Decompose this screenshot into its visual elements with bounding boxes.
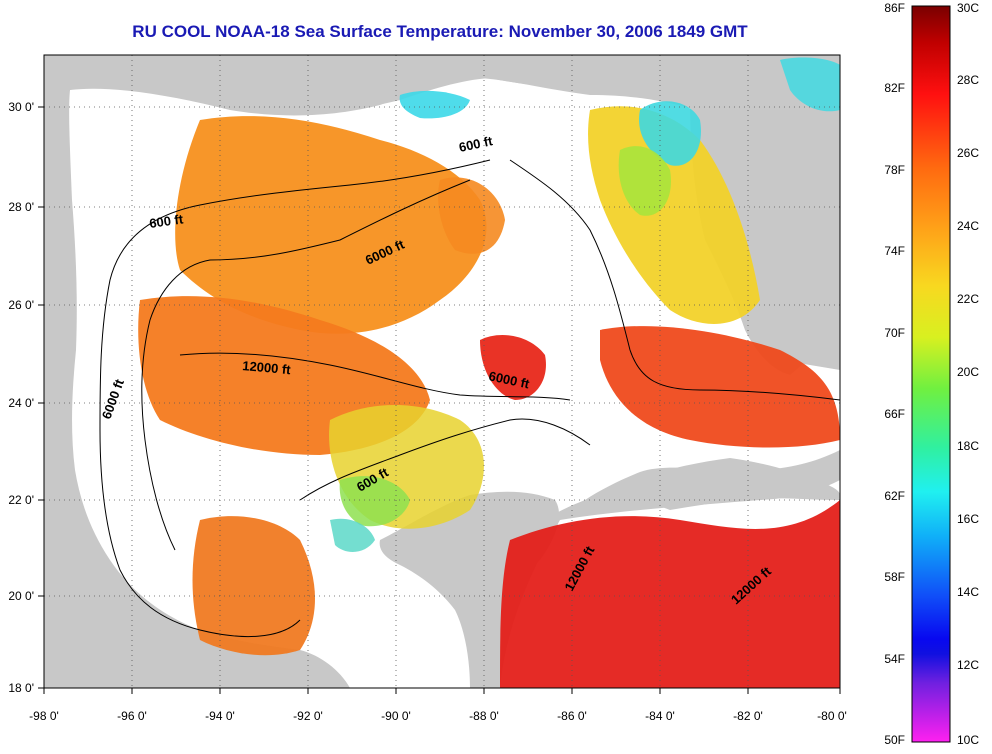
lon-label: -92 0' [293,709,323,723]
cb-c-label: 14C [957,585,979,599]
cb-f-label: 66F [884,407,905,421]
cb-f-label: 50F [884,733,905,747]
sst-cyan-center [330,518,375,552]
map-frame [43,54,841,689]
us-coast-land [44,55,840,112]
colorbar-celsius-labels: 30C 28C 26C 24C 22C 20C 18C 16C 14C 12C … [957,1,979,747]
map-area: 600 ft 600 ft 6000 ft 12000 ft 6000 ft 6… [44,55,840,688]
sst-overlay [138,57,840,688]
sst-red-caribbean [500,500,840,688]
lat-label: 26 0' [8,298,34,312]
cb-c-label: 24C [957,219,979,233]
cb-f-label: 58F [884,570,905,584]
cuba-land [640,458,840,510]
cb-f-label: 86F [884,1,905,15]
cb-f-label: 70F [884,326,905,340]
colorbar: 86F 82F 78F 74F 70F 66F 62F 58F 54F 50F … [884,1,979,747]
cb-c-label: 22C [957,292,979,306]
cb-f-label: 54F [884,652,905,666]
mexico-land [44,55,350,688]
contour-label: 600 ft [458,133,495,155]
cb-c-label: 10C [957,733,979,747]
lon-label: -82 0' [733,709,763,723]
contour-6000ft [141,179,471,551]
sst-cyan-east [639,101,701,166]
map-title: RU COOL NOAA-18 Sea Surface Temperature:… [132,22,748,41]
lon-label: -96 0' [117,709,147,723]
latitude-labels: 30 0' 28 0' 26 0' 24 0' 22 0' 20 0' 18 0… [8,100,34,695]
cb-f-label: 74F [884,244,905,258]
cb-c-label: 20C [957,365,979,379]
sst-red-loop [600,326,840,448]
cb-c-label: 18C [957,439,979,453]
sst-orange-south [192,516,315,656]
lat-label: 30 0' [8,100,34,114]
cb-c-label: 26C [957,146,979,160]
lon-label: -94 0' [205,709,235,723]
depth-contours [99,159,840,637]
longitude-labels: -98 0' -96 0' -94 0' -92 0' -90 0' -88 0… [29,709,847,723]
lat-label: 20 0' [8,589,34,603]
contour-600ft-south [299,418,591,501]
contour-label: 600 ft [148,211,184,231]
axis-ticks [38,106,841,694]
florida-land [690,85,830,375]
cb-f-label: 82F [884,81,905,95]
cb-c-label: 16C [957,512,979,526]
sst-orange-yucatan-w [438,177,505,254]
sst-red-center [480,335,546,400]
contour-label: 12000 ft [242,358,292,377]
lat-label: 22 0' [8,493,34,507]
lat-label: 28 0' [8,200,34,214]
lon-label: -88 0' [469,709,499,723]
contour-600ft-east [509,159,840,401]
sst-green-east [618,146,671,216]
lon-label: -84 0' [645,709,675,723]
lon-label: -80 0' [817,709,847,723]
contour-600ft-west [99,159,491,637]
colorbar-gradient [911,5,951,743]
graticule [44,55,840,688]
lon-label: -86 0' [557,709,587,723]
cb-c-label: 28C [957,73,979,87]
lon-label: -98 0' [29,709,59,723]
sst-green-center [339,476,410,527]
cb-c-label: 12C [957,658,979,672]
lat-label: 24 0' [8,396,34,410]
cb-c-label: 30C [957,1,979,15]
colorbar-fahrenheit-labels: 86F 82F 78F 74F 70F 66F 62F 58F 54F 50F [884,1,905,747]
cb-f-label: 78F [884,163,905,177]
sst-cyan-north [399,90,470,119]
sst-orange-west [175,116,487,334]
lon-label: -90 0' [381,709,411,723]
cb-f-label: 62F [884,489,905,503]
contour-12000ft [179,352,571,401]
sst-cyan-ne [780,57,840,112]
lat-label: 18 0' [8,681,34,695]
